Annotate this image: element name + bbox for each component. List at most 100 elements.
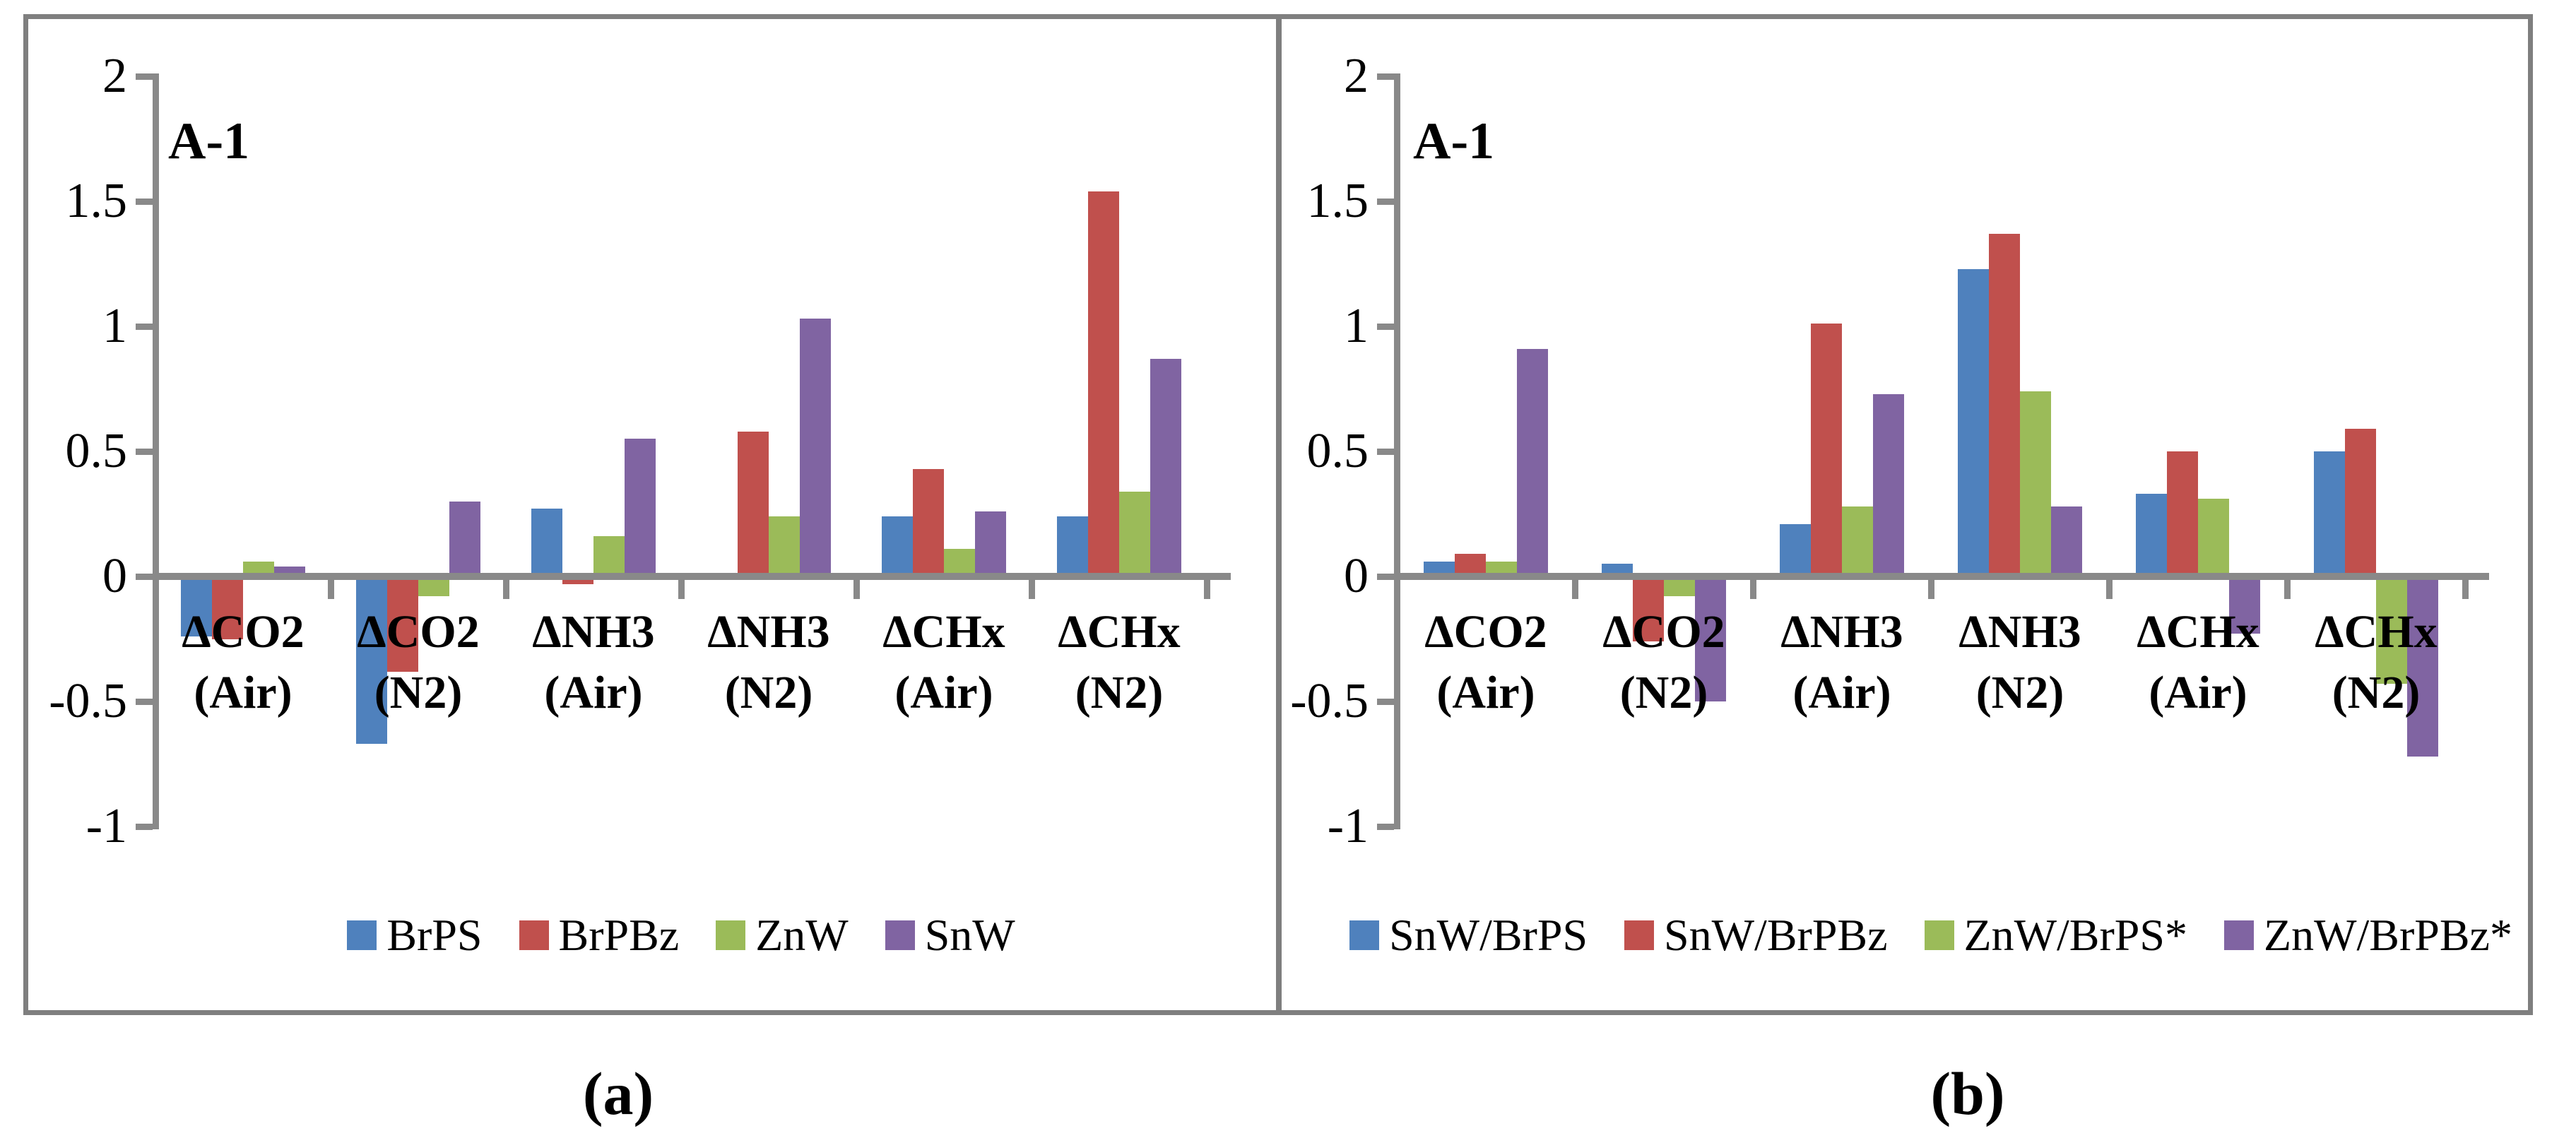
category-label-line1: ΔCHx	[2315, 606, 2438, 658]
legend-item: ZnW/BrPS*	[1924, 910, 2187, 960]
bar-BrPS-1	[356, 576, 387, 745]
category-label: ΔCO2 (Air)	[1397, 602, 1575, 723]
bar-SnW-3	[800, 319, 831, 576]
bar-ZnW/BrPBz*-4	[2229, 576, 2260, 634]
y-tick-label: 0	[1344, 549, 1369, 603]
bar-BrPBz-4	[913, 468, 944, 576]
category-label-line1: ΔCHx	[882, 606, 1005, 658]
bar-SnW/BrPBz-2	[1811, 324, 1842, 576]
bar-ZnW/BrPS*-3	[2020, 391, 2051, 576]
category-label-line2: (N2)	[1975, 667, 2064, 718]
category-label-line1: ΔCO2	[1424, 606, 1547, 658]
legend-label: BrPS	[386, 910, 483, 960]
legend-swatch	[2223, 920, 2254, 950]
y-tick	[136, 699, 153, 705]
bar-BrPS-2	[531, 509, 562, 576]
bar-SnW/BrPBz-3	[1989, 234, 2020, 576]
legend-item: ZnW/BrPBz*	[2223, 913, 2512, 958]
bar-SnW-1	[449, 501, 480, 576]
category-label-line1: ΔCO2	[1602, 606, 1725, 658]
x-axis	[153, 573, 1231, 580]
y-tick-label: 1	[102, 299, 127, 353]
bar-ZnW/BrPBz*-3	[2051, 506, 2082, 576]
category-label-line2: (N2)	[1075, 667, 1164, 718]
y-tick-label: -0.5	[1290, 674, 1369, 728]
bar-BrPS-0	[181, 576, 212, 636]
y-tick-label: 1.5	[65, 174, 128, 228]
legend-item: BrPS	[347, 910, 483, 960]
category-label-line1: ΔNH3	[532, 606, 655, 658]
y-tick	[136, 449, 153, 455]
y-tick-label: 0	[102, 549, 127, 603]
bar-ZnW/BrPS*-2	[1842, 506, 1873, 576]
y-tick-label: 0.5	[65, 424, 128, 478]
category-label-line1: ΔCO2	[182, 606, 305, 658]
legend-label: ZnW/BrPS*	[1963, 910, 2187, 960]
category-label: ΔCHx (Air)	[2109, 602, 2287, 723]
panel-divider	[1276, 14, 1282, 1015]
category-label: ΔCHx (N2)	[1032, 602, 1207, 723]
bar-BrPBz-0	[212, 576, 243, 639]
legend-swatch	[885, 920, 915, 950]
legend-swatch	[1624, 920, 1655, 950]
y-tick	[1377, 574, 1394, 580]
caption-b: (b)	[1930, 1060, 2005, 1127]
bar-BrPBz-3	[738, 431, 769, 576]
legend-item: SnW/BrPS	[1349, 913, 1588, 958]
y-tick	[136, 73, 153, 80]
x-tick	[328, 580, 334, 599]
bar-SnW/BrPS-4	[2136, 494, 2167, 576]
x-tick	[1750, 580, 1756, 599]
bar-SnW/BrPBz-0	[1455, 554, 1486, 576]
bar-SnW/BrPBz-4	[2167, 451, 2198, 576]
legend-label: BrPBz	[558, 910, 680, 960]
legend-item: ZnW	[716, 913, 849, 958]
bar-BrPS-4	[882, 516, 913, 576]
legend-item: BrPBz	[519, 910, 680, 960]
bar-ZnW/BrPBz*-5	[2407, 576, 2438, 757]
x-tick	[503, 580, 509, 599]
legend-label: SnW/BrPS	[1389, 910, 1588, 960]
category-label: ΔCO2 (N2)	[1575, 602, 1753, 723]
y-tick	[1377, 73, 1394, 80]
category-label: ΔNH3 (Air)	[1753, 602, 1931, 723]
bar-ZnW-0	[243, 561, 274, 576]
category-label-line2: (Air)	[194, 667, 293, 718]
bar-BrPBz-2	[562, 576, 593, 584]
legend-swatch	[519, 920, 549, 950]
x-tick	[1204, 580, 1210, 599]
category-label-line1: ΔCHx	[1058, 606, 1181, 658]
category-label-line2: (N2)	[2332, 667, 2421, 718]
legend-label: SnW	[924, 910, 1015, 960]
category-label: ΔCO2 (Air)	[155, 602, 331, 723]
y-tick-label: 2	[102, 49, 127, 103]
y-tick	[136, 324, 153, 330]
category-label: ΔCHx (Air)	[856, 602, 1032, 723]
bar-ZnW/BrPS*-4	[2198, 499, 2229, 576]
bar-ZnW/BrPBz*-2	[1873, 393, 1904, 576]
bar-BrPS-5	[1057, 516, 1088, 576]
category-label-line1: ΔNH3	[707, 606, 830, 658]
bar-ZnW-5	[1119, 491, 1150, 576]
panel-label: A-1	[1413, 112, 1495, 170]
y-tick	[1377, 699, 1394, 705]
bar-ZnW-3	[769, 516, 800, 576]
category-label: ΔCHx (N2)	[2287, 602, 2465, 723]
x-tick	[853, 580, 860, 599]
category-label: ΔCO2 (N2)	[331, 602, 506, 723]
category-label-line1: ΔCHx	[2137, 606, 2259, 658]
y-tick	[136, 198, 153, 205]
x-tick	[1928, 580, 1934, 599]
bar-SnW/BrPBz-5	[2345, 429, 2376, 576]
caption-a: (a)	[582, 1060, 654, 1127]
y-tick	[1377, 449, 1394, 455]
y-tick-label: 0.5	[1306, 424, 1369, 478]
legend-label: ZnW	[755, 910, 849, 960]
legend-swatch	[1924, 920, 1954, 950]
category-label-line1: ΔCO2	[357, 606, 480, 658]
y-tick-label: 1	[1344, 299, 1369, 353]
bar-SnW/BrPS-0	[1424, 561, 1455, 576]
y-tick-label: 2	[1344, 49, 1369, 103]
